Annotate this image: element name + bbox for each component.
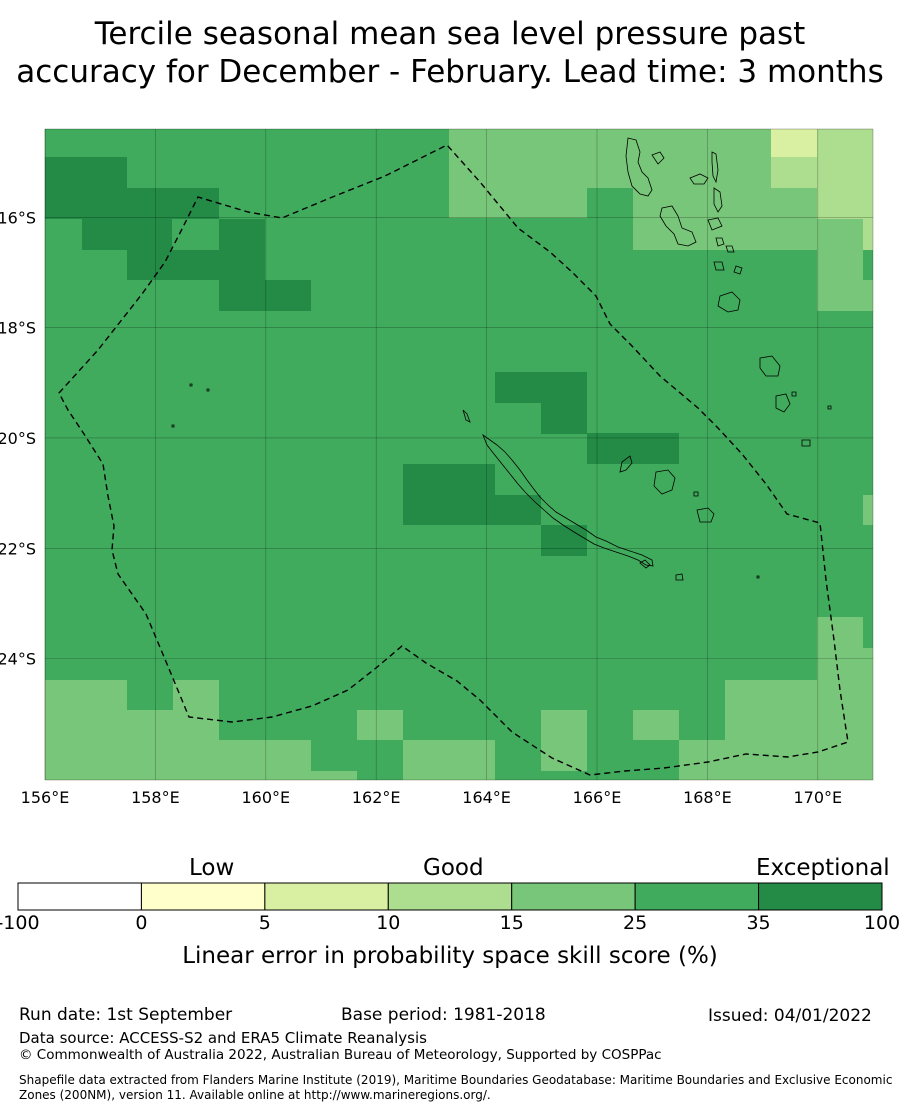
category-exceptional: Exceptional [756,855,890,881]
eez-boundary [58,144,849,776]
colorbar-label: Linear error in probability space skill … [182,943,718,969]
lat-tick-label: 18°S [0,319,36,338]
graticule [44,128,874,781]
mare-island [696,507,715,523]
walpole-island [675,573,684,581]
run-date: Run date: 1st September [19,1005,233,1025]
lon-tick-label: 166°E [573,788,622,807]
issued-date: Issued: 04/01/2022 [708,1006,872,1026]
land-outlines [171,137,832,581]
chesterfield-dot-2 [206,388,210,392]
aneityum-island [801,439,811,447]
tanna-island [775,393,791,413]
colorbar-segment [634,882,760,911]
lon-tick-label: 162°E [352,788,401,807]
maewo-island [711,151,719,184]
map-title-line-2: accuracy for December - February. Lead t… [16,54,884,90]
small-island-a [713,261,725,271]
pentecost-island [713,187,723,213]
chesterfield-dot [189,383,193,387]
map-title-line-1: Tercile seasonal mean sea level pressure… [94,16,806,52]
colorbar-segment [264,882,389,911]
shepherd-islands [725,245,735,253]
skill-grid [45,129,873,780]
category-good: Good [423,855,484,881]
category-low: Low [189,855,235,881]
lon-tick-label: 168°E [683,788,732,807]
colorbar-tick-label: 5 [258,912,271,934]
copyright: © Commonwealth of Australia 2022, Austra… [19,1047,662,1063]
colorbar-tick-label: 35 [746,912,771,934]
base-period: Base period: 1981-2018 [341,1005,546,1025]
espiritu-santo [625,137,653,197]
lon-tick-label: 164°E [462,788,511,807]
colorbar-segment [17,882,142,911]
lon-tick-label: 160°E [241,788,290,807]
skill-map: 156°E 158°E 160°E 162°E 164°E 166°E 168°E 170°E… [0,128,874,807]
epi-island [715,237,725,247]
lon-tick-label: 158°E [131,788,180,807]
hunter-island [756,575,760,579]
data-source: Data source: ACCESS-S2 and ERA5 Climate … [19,1029,427,1047]
chesterfield-dot-3 [171,424,175,428]
lifou-island [653,469,676,495]
colorbar-segment [511,882,636,911]
futuna-island [827,405,832,410]
lat-tick-label: 24°S [0,650,36,669]
ambrym-island [707,217,723,231]
colorbar-tick-label: -100 [0,912,40,934]
lon-tick-label: 156°E [21,788,70,807]
lat-tick-label: 16°S [0,208,36,227]
colorbar-tick-label: 100 [863,912,900,934]
belep-islands [462,409,471,423]
colorbar [17,882,883,911]
erromango-island [759,355,781,377]
shapefile-credit-2: Zones (200NM), version 11. Available onl… [19,1088,491,1102]
colorbar-tick-label: 10 [376,912,401,934]
new-caledonia-island [482,433,654,567]
colorbar-tick-label: 0 [135,912,148,934]
efate-island [717,291,741,313]
lon-tick-label: 170°E [793,788,842,807]
colorbar-segment [387,882,513,911]
malekula-island [659,205,697,247]
colorbar-tick-label: 15 [499,912,524,934]
aniwa-island [791,391,797,397]
ouvea-island [619,455,633,473]
small-island-b [733,265,743,275]
malo-island [651,151,665,165]
isle-of-pines [639,559,651,569]
tiga-island [693,491,699,497]
colorbar-segment [140,882,266,911]
lat-tick-label: 20°S [0,429,36,448]
colorbar-tick-label: 25 [623,912,648,934]
lat-tick-label: 22°S [0,539,36,558]
ambae-island [689,173,709,185]
axis-labels: 156°E 158°E 160°E 162°E 164°E 166°E 168°E 170°E… [0,208,842,807]
shapefile-credit-1: Shapefile data extracted from Flanders M… [19,1073,893,1087]
colorbar-segment [758,882,883,911]
